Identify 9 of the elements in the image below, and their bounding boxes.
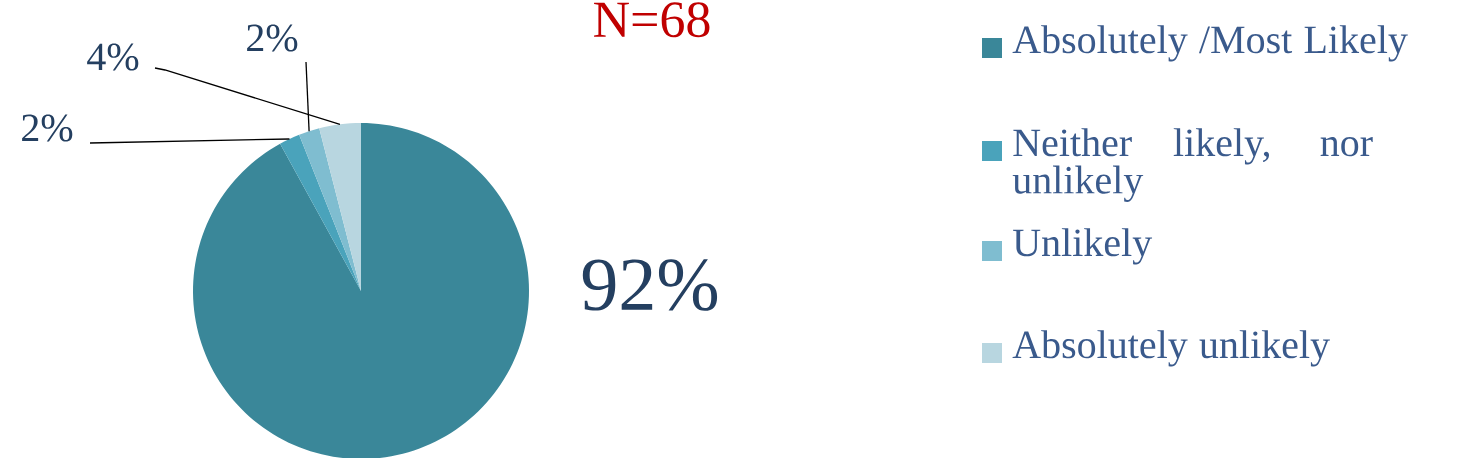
data-label: 2% (22, 114, 73, 142)
data-label: 2% (247, 24, 298, 52)
data-label: 4% (87, 43, 139, 71)
legend-label: Absolutely /Most Likely (1012, 25, 1408, 62)
chart-title: N=68 (594, 2, 710, 38)
legend-label: Unlikely (1013, 228, 1153, 265)
legend-label: Neither likely, nor unlikely (1012, 128, 1373, 202)
legend-label: Absolutely unlikely (1012, 330, 1330, 367)
data-label: 92% (582, 259, 718, 311)
